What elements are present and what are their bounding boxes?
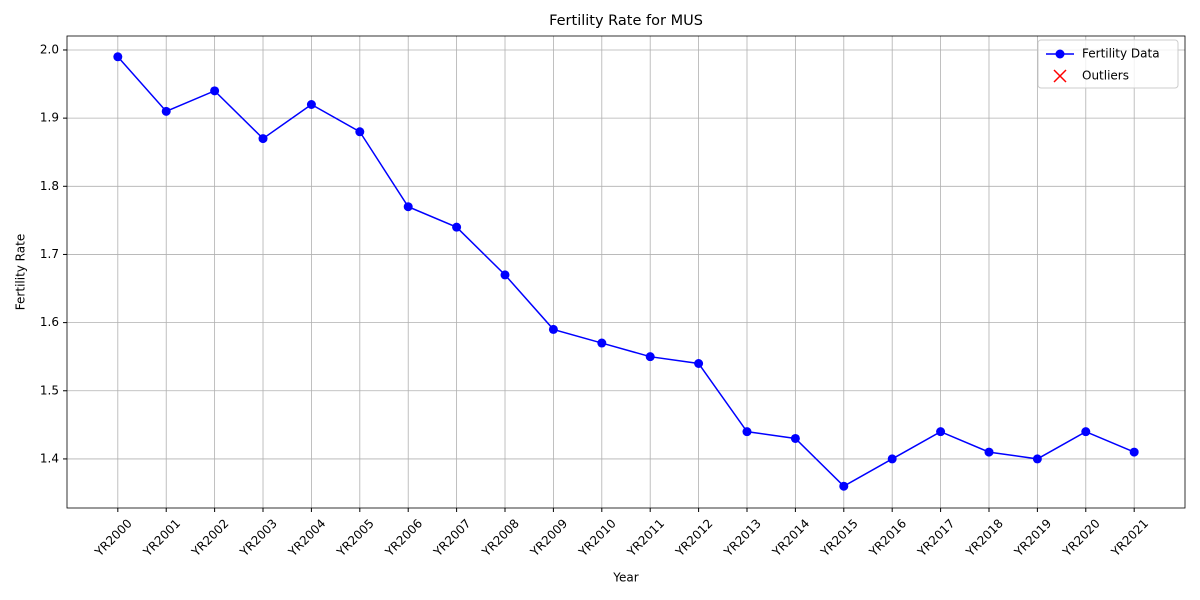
- marker: [839, 481, 849, 491]
- data-line: [117, 56, 1135, 488]
- marker: [548, 324, 558, 334]
- marker: [645, 352, 655, 362]
- marker: [306, 99, 316, 109]
- marker: [1081, 427, 1091, 437]
- marker: [887, 454, 897, 464]
- marker: [790, 433, 800, 443]
- marker: [1053, 69, 1067, 83]
- y-tick-label: 1.8: [40, 179, 59, 193]
- marker: [742, 427, 752, 437]
- y-tick-label: 1.6: [40, 315, 59, 329]
- y-tick-label: 1.7: [40, 247, 59, 261]
- marker: [694, 359, 704, 369]
- marker: [403, 202, 413, 212]
- marker: [500, 270, 510, 280]
- marker-stroke: [1053, 69, 1067, 83]
- marker: [210, 86, 220, 96]
- y-tick-label: 2.0: [40, 42, 59, 56]
- marker: [597, 338, 607, 348]
- y-axis-label: Fertility Rate: [14, 234, 28, 310]
- legend-box: [1037, 39, 1179, 89]
- legend-label: Outliers: [1082, 69, 1129, 83]
- marker: [1032, 454, 1042, 464]
- legend-label: Fertility Data: [1082, 47, 1160, 61]
- marker: [1129, 447, 1139, 457]
- marker: [936, 427, 946, 437]
- marker: [1055, 49, 1065, 59]
- marker: [452, 222, 462, 232]
- plot-frame: [66, 35, 1186, 509]
- marker: [258, 134, 268, 144]
- y-tick-label: 1.5: [40, 383, 59, 397]
- marker: [355, 127, 365, 137]
- x-axis-label: Year: [612, 571, 638, 585]
- y-tick-label: 1.4: [40, 451, 59, 465]
- marker: [113, 52, 123, 62]
- y-tick-label: 1.9: [40, 111, 59, 125]
- chart-title: Fertility Rate for MUS: [549, 13, 703, 29]
- marker: [984, 447, 994, 457]
- marker: [161, 106, 171, 116]
